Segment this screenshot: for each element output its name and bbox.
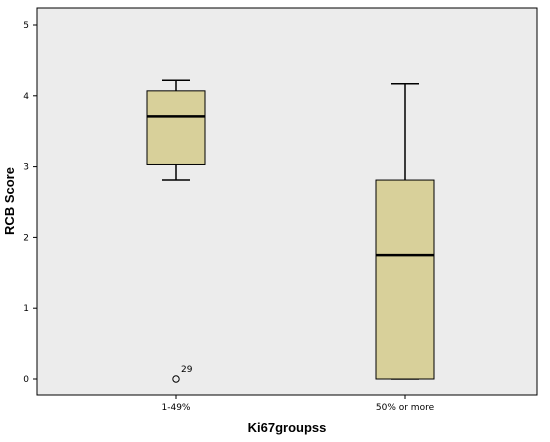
- x-axis-title: Ki67groupss: [248, 420, 327, 435]
- boxes: 29: [146, 79, 435, 383]
- y-tick-label: 0: [23, 375, 29, 385]
- outlier-point: [172, 375, 180, 383]
- y-axis-title: RCB Score: [2, 167, 17, 235]
- y-tick-label: 1: [23, 304, 29, 314]
- y-tick-label: 3: [23, 163, 29, 173]
- plot-area: [36, 7, 538, 396]
- y-tick-label: 2: [23, 233, 29, 243]
- iqr-box: [375, 179, 435, 380]
- x-tick-label: 1-49%: [162, 403, 191, 413]
- outlier-label: 29: [181, 365, 193, 375]
- box-group: [375, 83, 435, 380]
- y-tick-label: 5: [23, 21, 29, 31]
- box-group: 29: [146, 79, 206, 383]
- x-tick-label: 50% or more: [376, 403, 435, 413]
- y-tick-label: 4: [23, 92, 29, 102]
- x-axis: 1-49% 50% or more: [162, 395, 435, 413]
- iqr-box: [146, 90, 206, 165]
- y-axis: 0 1 2 3 4 5: [23, 21, 37, 385]
